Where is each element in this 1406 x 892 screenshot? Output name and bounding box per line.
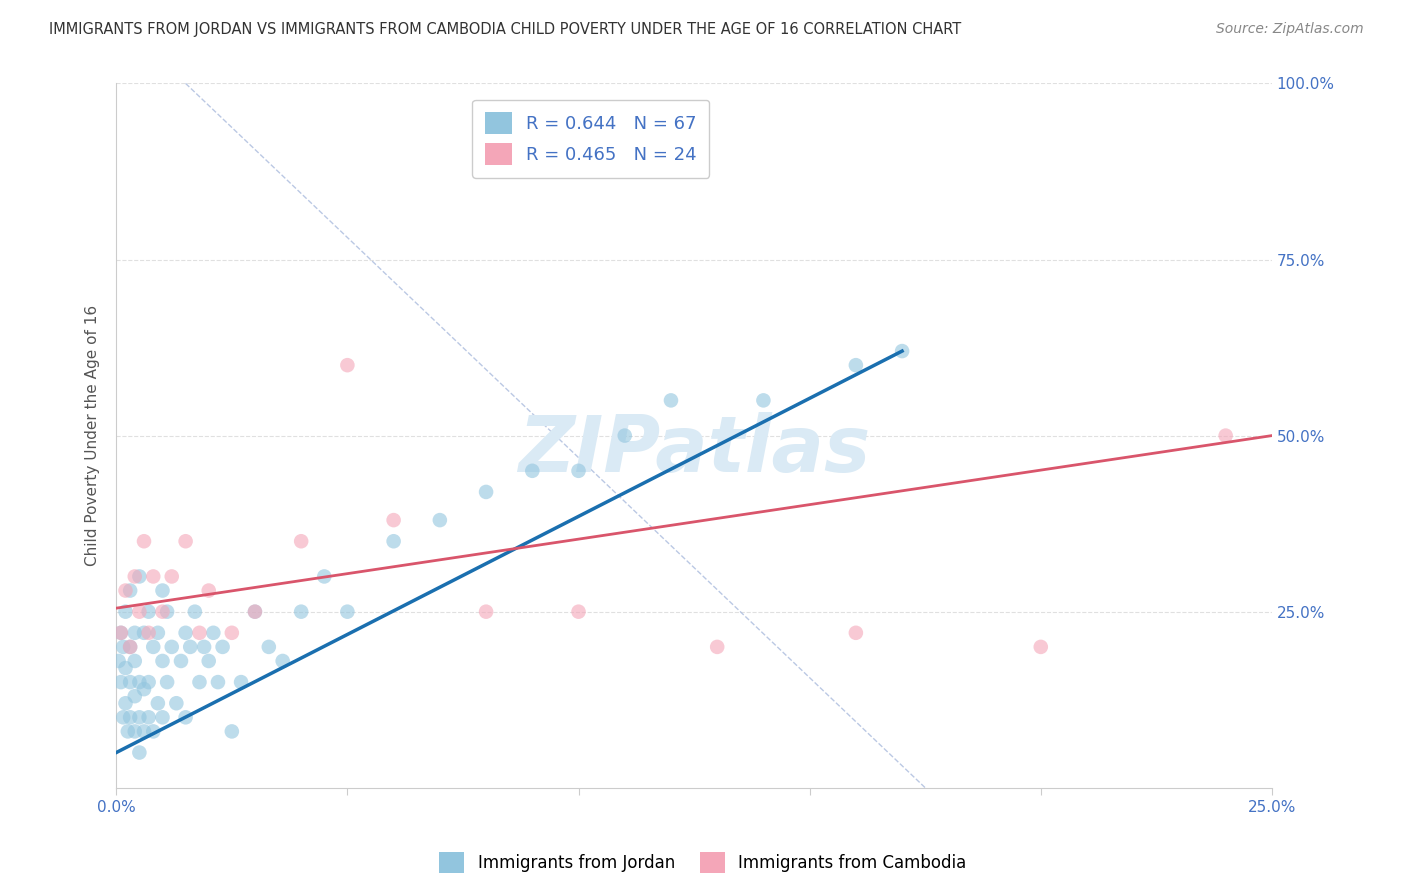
Point — [202, 625, 225, 640]
Point — [1029, 640, 1052, 654]
Point — [120, 640, 142, 654]
Point — [132, 724, 155, 739]
Point — [179, 640, 201, 654]
Point — [891, 344, 914, 359]
Point — [114, 605, 136, 619]
Point — [114, 696, 136, 710]
Point — [174, 710, 197, 724]
Point — [107, 654, 129, 668]
Point — [845, 625, 868, 640]
Point — [146, 625, 169, 640]
Point — [314, 569, 336, 583]
Point — [120, 710, 142, 724]
Point — [229, 675, 252, 690]
Text: Source: ZipAtlas.com: Source: ZipAtlas.com — [1216, 22, 1364, 37]
Point — [156, 605, 179, 619]
Point — [146, 696, 169, 710]
Point — [845, 358, 868, 372]
Point — [124, 569, 146, 583]
Point — [120, 583, 142, 598]
Point — [211, 640, 233, 654]
Point — [132, 625, 155, 640]
Point — [112, 710, 135, 724]
Point — [117, 724, 139, 739]
Point — [475, 485, 498, 500]
Point — [128, 605, 150, 619]
Point — [197, 583, 219, 598]
Text: ZIPatlas: ZIPatlas — [517, 412, 870, 488]
Point — [336, 605, 359, 619]
Point — [138, 675, 160, 690]
Legend: R = 0.644   N = 67, R = 0.465   N = 24: R = 0.644 N = 67, R = 0.465 N = 24 — [472, 100, 710, 178]
Point — [124, 654, 146, 668]
Point — [522, 464, 544, 478]
Point — [290, 605, 312, 619]
Point — [243, 605, 266, 619]
Point — [613, 428, 636, 442]
Point — [156, 675, 179, 690]
Point — [170, 654, 193, 668]
Point — [142, 569, 165, 583]
Legend: Immigrants from Jordan, Immigrants from Cambodia: Immigrants from Jordan, Immigrants from … — [433, 846, 973, 880]
Point — [257, 640, 280, 654]
Point — [142, 640, 165, 654]
Point — [120, 675, 142, 690]
Point — [110, 675, 132, 690]
Point — [138, 605, 160, 619]
Point — [132, 534, 155, 549]
Point — [110, 625, 132, 640]
Y-axis label: Child Poverty Under the Age of 16: Child Poverty Under the Age of 16 — [86, 305, 100, 566]
Point — [152, 583, 174, 598]
Point — [193, 640, 215, 654]
Point — [752, 393, 775, 408]
Point — [128, 746, 150, 760]
Point — [290, 534, 312, 549]
Point — [114, 583, 136, 598]
Point — [160, 640, 183, 654]
Point — [188, 625, 211, 640]
Point — [124, 625, 146, 640]
Point — [382, 513, 405, 527]
Point — [152, 710, 174, 724]
Point — [128, 710, 150, 724]
Point — [706, 640, 728, 654]
Point — [336, 358, 359, 372]
Point — [124, 724, 146, 739]
Point — [659, 393, 682, 408]
Point — [152, 654, 174, 668]
Point — [132, 682, 155, 697]
Point — [1215, 428, 1237, 442]
Point — [567, 464, 589, 478]
Point — [138, 625, 160, 640]
Point — [114, 661, 136, 675]
Point — [152, 605, 174, 619]
Point — [110, 625, 132, 640]
Point — [142, 724, 165, 739]
Point — [165, 696, 187, 710]
Point — [160, 569, 183, 583]
Point — [120, 640, 142, 654]
Point — [567, 605, 589, 619]
Point — [382, 534, 405, 549]
Point — [188, 675, 211, 690]
Point — [174, 534, 197, 549]
Point — [197, 654, 219, 668]
Point — [138, 710, 160, 724]
Point — [174, 625, 197, 640]
Point — [221, 625, 243, 640]
Text: IMMIGRANTS FROM JORDAN VS IMMIGRANTS FROM CAMBODIA CHILD POVERTY UNDER THE AGE O: IMMIGRANTS FROM JORDAN VS IMMIGRANTS FRO… — [49, 22, 962, 37]
Point — [112, 640, 135, 654]
Point — [128, 569, 150, 583]
Point — [271, 654, 294, 668]
Point — [243, 605, 266, 619]
Point — [128, 675, 150, 690]
Point — [184, 605, 207, 619]
Point — [475, 605, 498, 619]
Point — [429, 513, 451, 527]
Point — [207, 675, 229, 690]
Point — [221, 724, 243, 739]
Point — [124, 689, 146, 703]
